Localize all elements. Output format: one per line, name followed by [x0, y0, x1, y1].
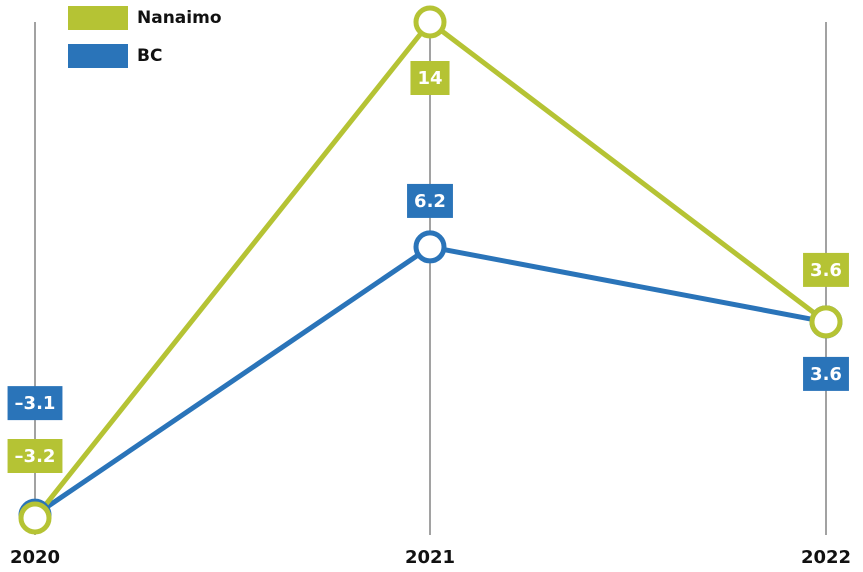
- data-label-text: 3.6: [810, 364, 842, 385]
- data-point: [413, 230, 447, 264]
- data-label: 3.6: [803, 356, 849, 391]
- legend-label: Nanaimo: [137, 8, 222, 28]
- data-label: 14: [410, 61, 450, 95]
- data-point: [413, 5, 447, 39]
- data-label-box: [7, 386, 63, 421]
- data-label-box: [803, 356, 849, 391]
- data-label: 3.6: [803, 252, 849, 287]
- data-point: [809, 305, 843, 339]
- data-label: 6.2: [407, 183, 453, 218]
- data-label-text: –3.2: [15, 446, 56, 467]
- data-point: [18, 501, 52, 535]
- legend-label: BC: [137, 46, 162, 66]
- data-label-box: [803, 252, 849, 287]
- data-label-text: –3.1: [15, 393, 56, 414]
- x-tick-label: 2021: [405, 547, 455, 568]
- legend-swatch: [68, 44, 128, 68]
- data-label: –3.2: [7, 439, 63, 473]
- data-label-text: 6.2: [414, 191, 446, 212]
- data-label-box: [407, 183, 453, 218]
- data-label-text: 14: [417, 68, 442, 89]
- data-label-box: [7, 439, 63, 473]
- x-tick-label: 2022: [801, 547, 851, 568]
- legend-swatch: [68, 6, 128, 30]
- data-label: –3.1: [7, 386, 63, 421]
- data-label-text: 3.6: [810, 260, 842, 281]
- data-label-box: [410, 61, 450, 95]
- x-tick-label: 2020: [10, 547, 60, 568]
